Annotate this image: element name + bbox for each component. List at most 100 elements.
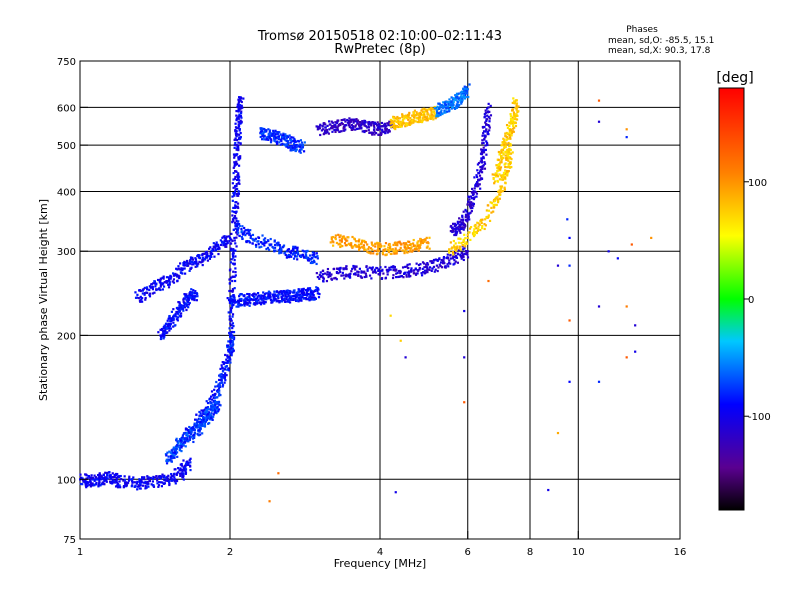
data-point: [332, 244, 335, 247]
data-point: [329, 274, 332, 278]
data-point: [484, 130, 487, 133]
data-point: [334, 276, 337, 280]
data-point: [237, 299, 241, 302]
data-point: [233, 161, 236, 164]
data-point: [337, 119, 340, 122]
data-point: [290, 145, 293, 149]
data-point: [338, 239, 342, 242]
data-point: [113, 476, 116, 479]
data-point: [434, 258, 437, 261]
data-point: [493, 173, 496, 176]
data-point: [387, 268, 390, 272]
data-point: [137, 296, 140, 300]
data-point: [482, 130, 486, 133]
data-point: [158, 475, 162, 478]
data-point: [179, 444, 182, 447]
data-point: [498, 197, 501, 200]
data-point: [109, 481, 113, 485]
data-point: [89, 485, 92, 488]
data-point: [331, 240, 334, 243]
data-point: [245, 297, 248, 300]
data-point: [239, 143, 242, 146]
data-point: [393, 126, 396, 130]
data-point: [246, 303, 249, 306]
data-point: [210, 412, 213, 415]
data-point: [310, 257, 314, 260]
data-point: [141, 289, 144, 292]
data-point: [367, 126, 371, 129]
data-point: [455, 95, 458, 99]
data-point: [234, 217, 237, 220]
data-point: [463, 90, 466, 93]
data-point: [189, 468, 192, 472]
data-point: [118, 484, 121, 487]
data-point: [101, 477, 105, 480]
data-point: [277, 472, 280, 475]
data-point: [88, 483, 91, 486]
data-point: [340, 237, 344, 241]
data-point: [203, 422, 206, 425]
data-point: [460, 93, 463, 96]
data-point: [214, 410, 217, 413]
data-point: [176, 316, 180, 319]
data-point: [457, 92, 460, 95]
data-point: [151, 477, 155, 480]
data-point: [316, 292, 319, 295]
data-point: [243, 304, 246, 307]
data-point: [461, 98, 464, 101]
data-point: [236, 222, 239, 225]
data-point: [216, 408, 219, 411]
data-point: [330, 277, 333, 281]
data-point: [136, 293, 139, 296]
data-point: [84, 479, 87, 482]
data-point: [360, 270, 363, 273]
data-point: [354, 128, 357, 131]
data-point: [439, 113, 442, 117]
data-point: [253, 292, 256, 295]
data-point: [509, 152, 513, 155]
data-point: [294, 251, 297, 254]
data-point: [370, 267, 373, 270]
data-point: [213, 255, 216, 258]
data-point: [346, 244, 349, 247]
data-point: [229, 308, 233, 311]
data-point: [514, 121, 517, 124]
data-point: [421, 119, 424, 122]
data-point: [481, 142, 484, 145]
data-point: [478, 223, 481, 226]
data-point: [499, 161, 502, 164]
data-point: [460, 257, 463, 260]
data-point: [408, 240, 411, 243]
data-point: [350, 242, 353, 245]
data-point: [217, 383, 220, 386]
data-point: [482, 126, 485, 129]
data-point: [235, 148, 238, 151]
data-point: [233, 295, 236, 298]
data-point: [235, 210, 238, 213]
data-point: [373, 249, 376, 253]
data-point: [449, 230, 452, 233]
data-point: [278, 291, 281, 294]
data-point: [413, 115, 416, 118]
data-point: [232, 343, 235, 346]
data-point: [463, 91, 466, 94]
data-point: [260, 132, 263, 135]
data-point: [171, 448, 174, 451]
data-point: [420, 272, 423, 275]
data-point: [166, 477, 169, 480]
data-point: [496, 169, 499, 172]
data-point: [426, 271, 429, 274]
data-point: [186, 298, 190, 301]
data-point: [448, 259, 451, 262]
data-point: [285, 136, 288, 140]
data-point: [427, 113, 430, 116]
data-point: [189, 262, 192, 265]
data-point: [503, 175, 506, 178]
data-point: [113, 473, 116, 476]
data-point: [411, 114, 414, 117]
data-point: [176, 279, 179, 282]
data-point: [231, 315, 234, 318]
data-point: [159, 277, 162, 280]
data-point: [292, 297, 295, 300]
data-point: [276, 131, 279, 134]
